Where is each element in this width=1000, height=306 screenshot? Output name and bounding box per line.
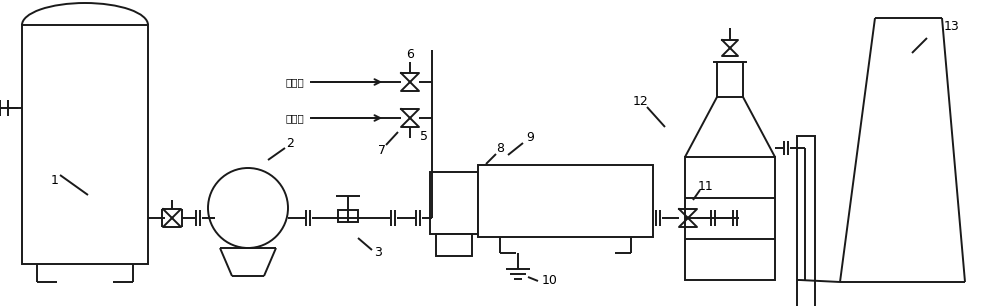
Text: 天然气: 天然气	[286, 113, 304, 123]
Text: 7: 7	[378, 144, 386, 156]
Bar	[478, 165, 653, 237]
Bar	[338, 210, 358, 222]
Text: 10: 10	[542, 274, 558, 288]
Text: 5: 5	[420, 129, 428, 143]
Text: 8: 8	[496, 141, 504, 155]
Bar	[22, 25, 148, 264]
Bar	[717, 62, 743, 97]
Bar	[436, 234, 472, 256]
Bar	[430, 172, 478, 234]
Text: 9: 9	[526, 130, 534, 144]
Text: 6: 6	[406, 47, 414, 61]
Text: 不凝气: 不凝气	[286, 77, 304, 87]
Text: 2: 2	[286, 136, 294, 150]
Text: 12: 12	[633, 95, 649, 107]
Bar	[685, 157, 775, 280]
Text: 11: 11	[698, 180, 714, 192]
Text: 13: 13	[944, 20, 960, 32]
Text: 3: 3	[374, 247, 382, 259]
Text: 1: 1	[51, 174, 59, 186]
Bar	[797, 136, 815, 306]
